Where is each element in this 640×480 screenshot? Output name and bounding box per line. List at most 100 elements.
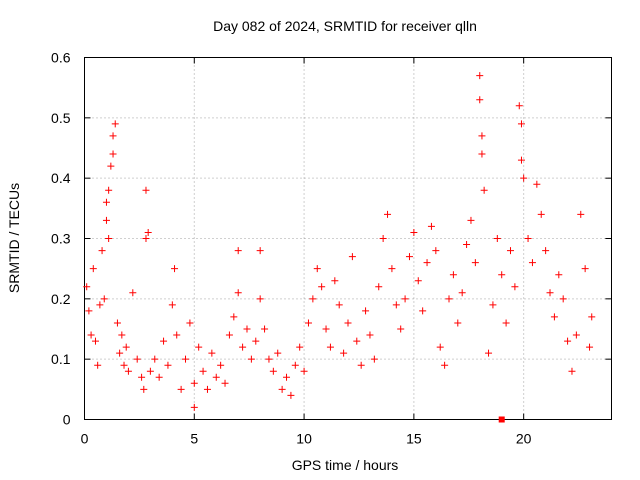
data-point [362, 307, 370, 315]
data-point [230, 313, 238, 321]
data-point [559, 295, 567, 303]
data-point [252, 337, 260, 345]
data-point [120, 361, 128, 369]
data-point [577, 210, 585, 218]
data-point [291, 361, 299, 369]
data-point [85, 307, 93, 315]
data-point [572, 331, 580, 339]
data-point [122, 343, 130, 351]
data-point [441, 361, 449, 369]
data-point [105, 186, 113, 194]
data-point [256, 295, 264, 303]
data-point [265, 355, 273, 363]
y-tick-label: 0.2 [51, 291, 71, 307]
data-point [144, 228, 152, 236]
x-tick-label: 20 [516, 431, 532, 447]
data-point [168, 301, 176, 309]
data-point [221, 379, 229, 387]
data-point [190, 403, 198, 411]
data-point [98, 247, 106, 255]
data-point [489, 301, 497, 309]
data-point [318, 283, 326, 291]
x-tick-label: 10 [296, 431, 312, 447]
data-point [348, 253, 356, 261]
data-point [96, 301, 104, 309]
data-point [140, 385, 148, 393]
data-point [261, 325, 269, 333]
y-tick-label: 0.5 [51, 110, 71, 126]
data-point [102, 198, 110, 206]
x-tick-label: 5 [190, 431, 198, 447]
data-point [478, 150, 486, 158]
data-point [142, 235, 150, 242]
data-point [195, 343, 203, 351]
y-axis-label: SRMTID / TECUs [6, 183, 22, 293]
data-point [384, 210, 392, 218]
data-point [287, 391, 295, 399]
data-point [564, 337, 572, 345]
data-point [304, 319, 312, 327]
data-points [83, 72, 596, 411]
data-point [520, 174, 528, 182]
data-point [212, 373, 220, 381]
data-point [388, 265, 396, 273]
data-point [498, 271, 506, 279]
x-axis-label: GPS time / hours [292, 457, 399, 473]
data-point [124, 367, 132, 375]
y-tick-label: 0.6 [51, 50, 71, 66]
data-point [427, 222, 435, 230]
data-point [588, 313, 596, 321]
data-point [401, 295, 409, 303]
data-point [423, 259, 431, 267]
data-point [528, 259, 536, 267]
data-point [515, 102, 523, 110]
data-point [177, 385, 185, 393]
data-point [586, 343, 594, 351]
data-point [182, 355, 190, 363]
data-point [353, 337, 361, 345]
special-point-group [498, 416, 505, 423]
data-point [467, 216, 475, 224]
data-point [186, 319, 194, 327]
data-point [366, 331, 374, 339]
data-point [357, 361, 365, 369]
data-point [91, 337, 99, 345]
y-tick-label: 0.3 [51, 231, 71, 247]
data-point [269, 367, 277, 375]
data-point [151, 355, 159, 363]
data-point [109, 132, 117, 140]
axis-ticks [84, 57, 612, 420]
y-tick-label: 0.4 [51, 170, 71, 186]
data-point [502, 319, 510, 327]
data-point [542, 247, 550, 255]
y-tick-label: 0.1 [51, 351, 71, 367]
data-point [83, 283, 91, 291]
data-point [164, 361, 172, 369]
data-point [517, 120, 525, 128]
data-point [517, 156, 525, 164]
data-point [454, 319, 462, 327]
data-point [555, 271, 563, 279]
grid [84, 57, 612, 420]
data-point [239, 343, 247, 351]
data-point [344, 319, 352, 327]
data-point [414, 277, 422, 285]
data-point [463, 241, 471, 249]
data-point [146, 367, 154, 375]
data-point [511, 283, 519, 291]
data-point [313, 265, 321, 273]
data-point [375, 283, 383, 291]
data-point [113, 319, 121, 327]
data-point [203, 385, 211, 393]
data-point [331, 277, 339, 285]
x-tick-label: 15 [406, 431, 422, 447]
data-point [379, 235, 387, 242]
data-point [283, 373, 291, 381]
data-point [225, 331, 233, 339]
data-point [370, 355, 378, 363]
data-point [217, 361, 225, 369]
data-point [118, 331, 126, 339]
data-point [274, 349, 282, 357]
